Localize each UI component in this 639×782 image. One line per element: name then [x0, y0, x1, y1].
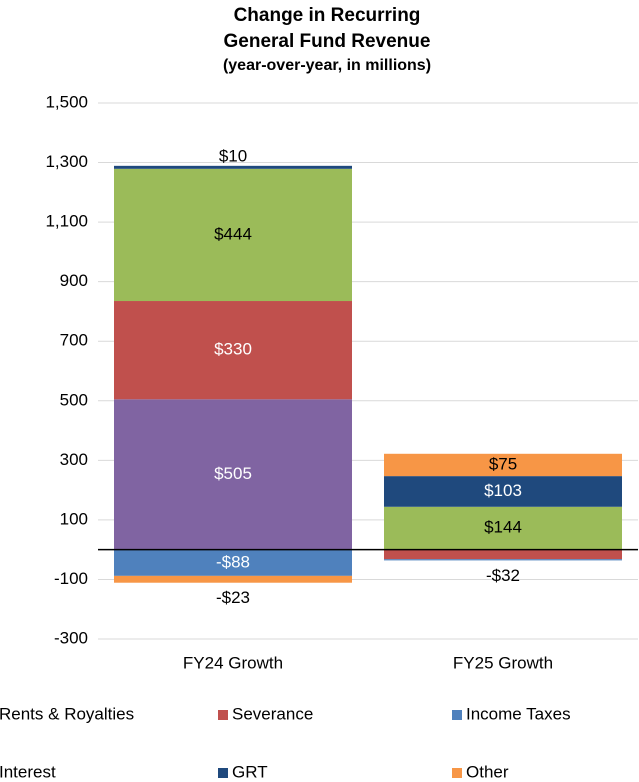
bar-segment — [384, 559, 622, 561]
chart-title: General Fund Revenue — [224, 31, 431, 52]
x-tick-label: FY24 Growth — [183, 653, 283, 672]
legend-label: GRT — [232, 762, 268, 781]
data-label: -$23 — [216, 588, 250, 607]
y-tick-label: 500 — [60, 390, 88, 409]
data-label: $144 — [484, 518, 522, 537]
legend-label: Other — [466, 762, 509, 781]
y-tick-label: 100 — [60, 509, 88, 528]
legend-marker — [452, 768, 462, 778]
legend-label: Severance — [232, 704, 313, 723]
y-tick-label: 1,300 — [45, 152, 88, 171]
y-tick-label: -300 — [54, 628, 88, 647]
bar-segment — [114, 549, 352, 576]
legend-label: Interest — [0, 762, 56, 781]
y-tick-label: 1,500 — [45, 92, 88, 111]
x-tick-label: FY25 Growth — [453, 653, 553, 672]
y-tick-label: 300 — [60, 450, 88, 469]
bar-segment — [384, 476, 622, 507]
data-label: $103 — [484, 481, 522, 500]
data-label: -$32 — [486, 566, 520, 585]
legend-marker — [218, 710, 228, 720]
bar-segment — [114, 399, 352, 550]
data-label: $75 — [489, 454, 517, 473]
y-tick-label: 1,100 — [45, 212, 88, 231]
y-tick-label: 700 — [60, 331, 88, 350]
data-label: -$88 — [216, 552, 250, 571]
legend-marker — [452, 710, 462, 720]
data-label: $505 — [214, 464, 252, 483]
y-tick-label: -100 — [54, 569, 88, 588]
legend-label: Rents & Royalties — [0, 704, 134, 723]
bar-segment — [384, 453, 622, 477]
bar-segment — [384, 506, 622, 550]
legend-label: Income Taxes — [466, 704, 571, 723]
data-label: $10 — [219, 146, 247, 165]
chart-subtitle: (year-over-year, in millions) — [223, 57, 431, 74]
legend-marker — [218, 768, 228, 778]
data-label: $330 — [214, 340, 252, 359]
data-label: $444 — [214, 224, 252, 243]
bar-segment — [384, 549, 622, 560]
y-tick-label: 900 — [60, 271, 88, 290]
bar-segment — [114, 168, 352, 302]
bar-segment — [114, 301, 352, 400]
chart-title: Change in Recurring — [234, 5, 421, 26]
bar-segment — [114, 575, 352, 583]
bar-segment — [114, 165, 352, 169]
